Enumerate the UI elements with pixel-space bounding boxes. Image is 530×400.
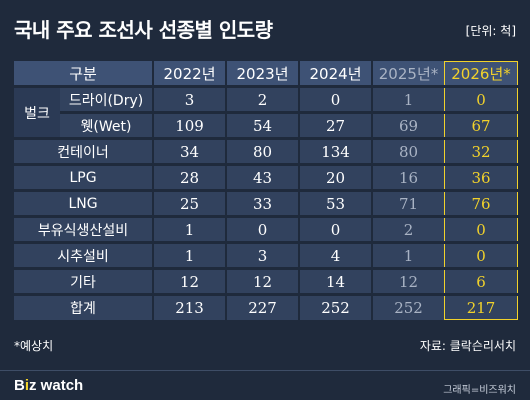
row-label: 부유식생산설비: [14, 218, 153, 241]
row-label: 웻(Wet): [60, 114, 153, 137]
source-note: 자료: 클락슨리서치: [419, 339, 516, 353]
value-cell: 36: [444, 166, 519, 189]
header-year: 2026년*: [444, 61, 519, 85]
header-year: 2022년: [152, 61, 226, 85]
value-cell: 53: [298, 192, 372, 215]
value-cell: 2: [371, 218, 445, 241]
value-cell: 1: [371, 88, 445, 111]
row-label: 드라이(Dry): [60, 88, 153, 111]
value-cell: 0: [444, 244, 519, 267]
footnote: *예상치: [14, 339, 54, 353]
unit-label: [단위: 척]: [465, 24, 516, 38]
table-row: 기타 12 12 14 12 6: [14, 270, 519, 293]
header-row: 구분 2022년 2023년 2024년 2025년* 2026년*: [14, 61, 519, 85]
value-cell: 6: [444, 270, 519, 293]
data-table: 구분 2022년 2023년 2024년 2025년* 2026년* 벌크 드라이…: [14, 58, 519, 323]
table-row: 벌크 드라이(Dry) 3 2 0 1 0: [14, 88, 519, 137]
value-cell: 67: [444, 114, 519, 137]
value-cell: 4: [298, 244, 372, 267]
value-cell: 80: [225, 140, 299, 163]
value-cell: 20: [298, 166, 372, 189]
value-cell: 32: [444, 140, 519, 163]
value-cell: 16: [371, 166, 445, 189]
value-cell: 0: [298, 218, 372, 241]
value-cell: 69: [371, 114, 445, 137]
value-cell: 213: [152, 296, 226, 320]
value-cell: 134: [298, 140, 372, 163]
row-label: 컨테이너: [14, 140, 153, 163]
table-row: 부유식생산설비 1 0 0 2 0: [14, 218, 519, 241]
value-cell: 12: [371, 270, 445, 293]
header-category: 구분: [14, 61, 153, 85]
footer-divider: [0, 370, 530, 371]
value-cell: 80: [371, 140, 445, 163]
value-cell: 54: [225, 114, 299, 137]
table-row: 시추설비 1 3 4 1 0: [14, 244, 519, 267]
value-cell: 25: [152, 192, 226, 215]
value-cell: 252: [371, 296, 445, 320]
value-cell: 1: [371, 244, 445, 267]
value-cell: 0: [298, 88, 372, 111]
value-cell: 217: [444, 296, 519, 320]
value-cell: 2: [225, 88, 299, 111]
row-group-label: 벌크: [14, 88, 60, 137]
row-label: 기타: [14, 270, 153, 293]
row-label: 합계: [14, 296, 153, 320]
value-cell: 33: [225, 192, 299, 215]
graphic-credit: 그래픽=비즈워치: [443, 385, 516, 396]
table-row: LNG 25 33 53 71 76: [14, 192, 519, 215]
table-row: 합계 213 227 252 252 217: [14, 296, 519, 320]
value-cell: 109: [152, 114, 226, 137]
header-year: 2023년: [225, 61, 299, 85]
value-cell: 0: [444, 88, 519, 111]
table-row: 컨테이너 34 80 134 80 32: [14, 140, 519, 163]
bizwatch-logo: Biz watch: [14, 377, 84, 394]
value-cell: 12: [225, 270, 299, 293]
value-cell: 3: [152, 88, 226, 111]
table-row: 웻(Wet) 109 54 27 69 67: [14, 114, 519, 137]
value-cell: 14: [298, 270, 372, 293]
table-row: LPG 28 43 20 16 36: [14, 166, 519, 189]
row-label: LPG: [14, 166, 153, 189]
value-cell: 1: [152, 218, 226, 241]
value-cell: 3: [225, 244, 299, 267]
chart-title: 국내 주요 조선사 선종별 인도량: [14, 18, 273, 42]
value-cell: 0: [444, 218, 519, 241]
header-year: 2024년: [298, 61, 372, 85]
value-cell: 43: [225, 166, 299, 189]
value-cell: 12: [152, 270, 226, 293]
value-cell: 227: [225, 296, 299, 320]
value-cell: 27: [298, 114, 372, 137]
header-year: 2025년*: [371, 61, 445, 85]
row-label: 시추설비: [14, 244, 153, 267]
value-cell: 34: [152, 140, 226, 163]
value-cell: 71: [371, 192, 445, 215]
value-cell: 252: [298, 296, 372, 320]
value-cell: 1: [152, 244, 226, 267]
value-cell: 0: [225, 218, 299, 241]
row-label: LNG: [14, 192, 153, 215]
value-cell: 76: [444, 192, 519, 215]
value-cell: 28: [152, 166, 226, 189]
